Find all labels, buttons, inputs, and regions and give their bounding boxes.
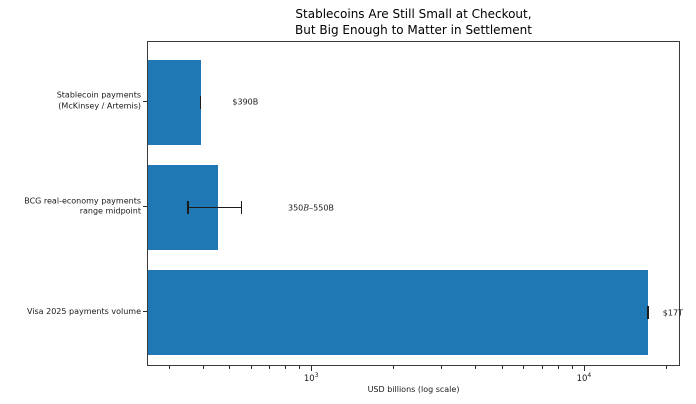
x-minor-tick [168,366,170,369]
bar-1 [148,59,201,145]
error-bar-line [187,206,242,209]
x-minor-tick [541,366,543,369]
x-minor-tick [298,366,300,369]
bar-annotation: $17T [662,308,683,317]
x-tick-label: 103 [303,372,319,384]
y-category-label: Visa 2025 payments volume [26,306,141,316]
error-bar-cap [187,201,189,214]
y-category-label: BCG real-economy payments range midpoint [24,196,141,216]
error-bar-cap [240,201,243,214]
x-minor-tick [284,366,286,369]
y-tick [143,311,147,312]
bar-annotation: 350B–550B [288,203,334,212]
x-minor-tick [441,366,443,369]
y-category-label: Stablecoin payments (McKinsey / Artemis) [56,90,141,111]
x-major-tick [583,366,585,371]
error-bar-cap [647,306,649,319]
y-tick [143,100,147,102]
x-minor-tick [393,366,395,369]
bar-annotation: $390B [232,97,259,107]
x-minor-tick [250,366,252,369]
x-minor-tick [229,366,231,369]
x-minor-tick [523,366,525,369]
x-major-tick [311,366,313,371]
error-bar-cap [199,95,202,109]
x-minor-tick [666,366,667,369]
chart-title: Stablecoins Are Still Small at Checkout,… [295,7,532,37]
x-minor-tick [557,366,559,369]
x-minor-tick [501,366,503,369]
x-axis-label: USD billions (log scale) [367,385,460,394]
y-tick [143,206,147,207]
x-minor-tick [202,366,204,369]
x-minor-tick [269,366,270,369]
x-minor-tick [475,366,477,369]
x-tick-label: 104 [576,372,592,384]
x-minor-tick [571,366,573,369]
plot-area: $390B 350B–550B $17T [147,41,683,366]
bar-3 [148,270,648,355]
